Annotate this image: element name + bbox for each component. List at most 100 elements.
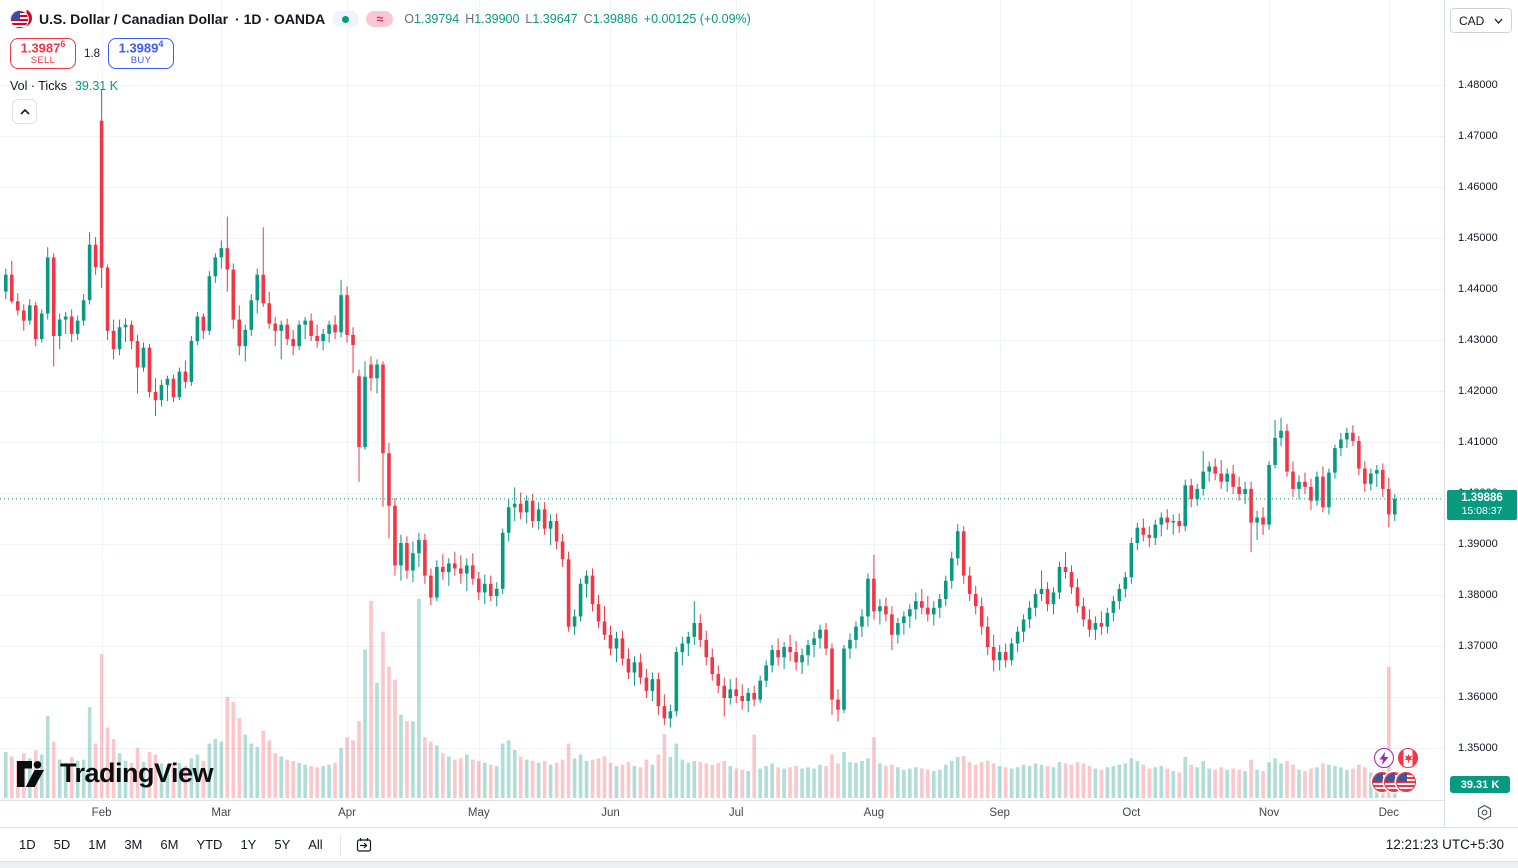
price-tick-label: 1.41000: [1458, 436, 1498, 448]
candle-body: [1111, 601, 1116, 613]
ohlc-values: O1.39794 H1.39900 L1.39647 C1.39886 +0.0…: [404, 12, 751, 26]
candle-body: [488, 583, 493, 597]
candle-body: [985, 626, 990, 648]
price-axis[interactable]: CAD 1.48000 1.47000 1.46000 1.45000 1.44000 1…: [1444, 0, 1518, 827]
session-clock[interactable]: 12:21:23 UTC+5:30: [1385, 837, 1504, 852]
watermark-text: TradingView: [60, 758, 214, 788]
candle-body: [824, 629, 828, 649]
candle-body: [291, 338, 295, 347]
range-button-5d[interactable]: 5D: [45, 832, 80, 857]
low-label: L: [525, 12, 533, 26]
candle-body: [740, 695, 745, 702]
range-button-1m[interactable]: 1M: [79, 832, 115, 857]
candle-body: [782, 647, 786, 658]
volume-bar: [351, 740, 355, 798]
volume-bar: [925, 769, 930, 798]
volume-bar: [860, 760, 864, 798]
volume-bar: [345, 737, 349, 798]
price-tick-label: 1.45000: [1458, 232, 1498, 244]
volume-bar: [429, 741, 433, 798]
volume-bar: [1357, 764, 1361, 798]
time-axis[interactable]: Feb Mar Apr May Jun Jul Aug Sep Oct Nov Dec: [0, 800, 1444, 827]
candle-body: [45, 257, 50, 314]
candle-body: [925, 607, 930, 615]
volume-bar: [195, 754, 200, 798]
volume-bar: [285, 759, 289, 798]
candle-body: [1177, 521, 1182, 527]
candle-body: [776, 650, 780, 658]
candle-body: [447, 563, 451, 573]
candle-body: [213, 257, 218, 277]
candle-body: [75, 320, 80, 334]
volume-bar: [201, 760, 206, 798]
market-status-pill[interactable]: [332, 11, 360, 27]
currency-dropdown[interactable]: CAD: [1450, 8, 1512, 33]
volume-bar: [291, 760, 295, 798]
volume-bar: [1267, 762, 1271, 798]
chart-canvas[interactable]: Feb Mar Apr May Jun Jul Aug Sep Oct Nov Dec U.S. D…: [0, 0, 1444, 827]
volume-bar: [1159, 766, 1164, 798]
candle-body: [1261, 517, 1265, 525]
volume-bar: [1003, 767, 1008, 798]
sell-button[interactable]: 1.39876 SELL: [10, 38, 76, 69]
volume-bar: [1027, 766, 1032, 798]
candle-body: [63, 316, 68, 320]
delayed-data-pill[interactable]: ≈: [366, 11, 394, 27]
candle-body: [135, 341, 140, 368]
open-label: O: [404, 12, 415, 26]
us-flag-icon: [10, 10, 29, 29]
volume-indicator-label[interactable]: Vol · Ticks: [10, 79, 67, 93]
volume-bar: [117, 753, 122, 798]
volume-bar: [1321, 763, 1325, 798]
volume-bar: [979, 762, 984, 798]
range-button-all[interactable]: All: [299, 832, 331, 857]
volume-bar: [806, 767, 810, 798]
range-button-ytd[interactable]: YTD: [187, 832, 231, 857]
us-event-flag-icon[interactable]: [1396, 772, 1416, 792]
volume-bar: [884, 766, 888, 798]
chart-settings-icon[interactable]: [1476, 804, 1493, 821]
volume-bars: [4, 598, 1397, 798]
symbol-title[interactable]: U.S. Dollar / Canadian Dollar: [39, 11, 229, 27]
range-button-6m[interactable]: 6M: [151, 832, 187, 857]
volume-bar: [51, 741, 56, 798]
volume-bar: [620, 764, 625, 798]
collapse-panel-button[interactable]: [12, 99, 37, 124]
volume-bar: [1279, 763, 1283, 798]
candle-body: [1135, 527, 1140, 543]
candle-body: [327, 324, 331, 334]
volume-bar: [1249, 759, 1253, 798]
candle-body: [1369, 473, 1373, 484]
candle-body: [686, 636, 691, 644]
candle-body: [1201, 471, 1205, 489]
candle-body: [482, 583, 487, 593]
candle-body: [943, 580, 948, 600]
canada-event-flag-icon[interactable]: [1398, 748, 1418, 768]
candle-body: [1213, 466, 1217, 474]
volume-bar: [937, 769, 942, 798]
volume-bar: [931, 771, 936, 798]
range-button-3m[interactable]: 3M: [115, 832, 151, 857]
volume-bar: [1201, 760, 1205, 798]
candle-body: [1386, 488, 1391, 515]
candle-body: [1285, 430, 1289, 472]
candle-body: [842, 648, 846, 710]
range-button-1d[interactable]: 1D: [10, 832, 45, 857]
volume-bar: [728, 766, 733, 798]
go-to-date-button[interactable]: [349, 832, 379, 858]
range-button-1y[interactable]: 1Y: [231, 832, 265, 857]
volume-bar: [1345, 769, 1349, 798]
candle-body: [1309, 486, 1313, 501]
volume-bar: [1081, 763, 1086, 798]
economic-event-lightning-icon[interactable]: [1374, 748, 1394, 768]
candlestick-chart[interactable]: [0, 0, 1444, 800]
buy-button[interactable]: 1.39894 BUY: [108, 38, 174, 69]
volume-bar: [303, 764, 307, 798]
volume-bar: [794, 766, 798, 798]
symbol-interval-exchange[interactable]: · 1D · OANDA: [235, 11, 326, 27]
candle-body: [333, 324, 337, 333]
candle-body: [908, 609, 912, 617]
range-button-5y[interactable]: 5Y: [265, 832, 299, 857]
candle-body: [159, 384, 164, 401]
candle-body: [345, 295, 349, 335]
